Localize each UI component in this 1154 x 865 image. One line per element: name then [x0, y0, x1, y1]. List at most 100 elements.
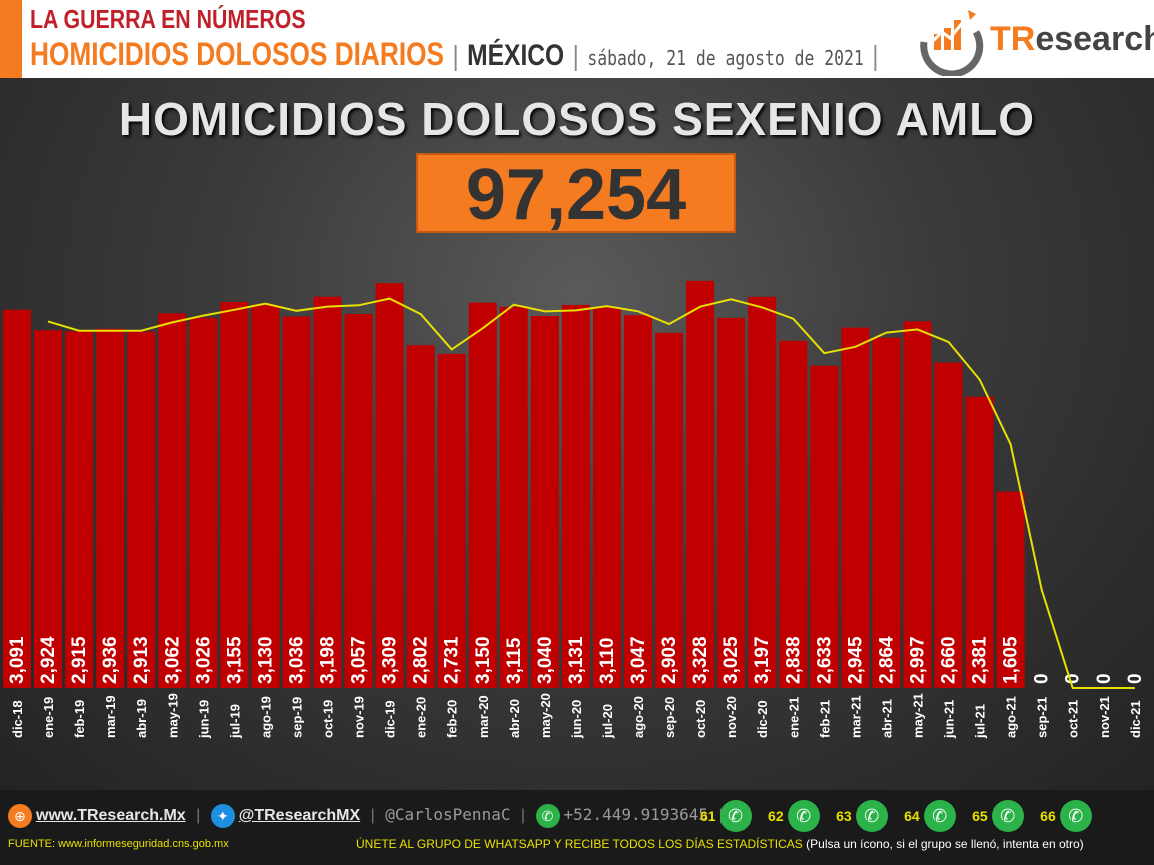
whatsapp-group-66[interactable]: 66 ✆: [1040, 800, 1092, 832]
category-label-ene-21: ene-21: [786, 697, 801, 738]
whatsapp-cta: ÚNETE AL GRUPO DE WHATSAPP Y RECIBE TODO…: [356, 837, 1084, 851]
website-link[interactable]: www.TResearch.Mx: [36, 807, 186, 825]
whatsapp-group-63[interactable]: 63 ✆: [836, 800, 888, 832]
bar-jun-19: [189, 317, 218, 688]
whatsapp-group-62[interactable]: 62 ✆: [768, 800, 820, 832]
value-label-oct-20: 3,328: [690, 636, 711, 684]
category-label-sep-21: sep-21: [1035, 697, 1050, 738]
bar-ago-19: [251, 305, 280, 688]
value-label-nov-19: 3,057: [349, 636, 370, 684]
value-label-oct-19: 3,198: [318, 636, 339, 684]
value-label-abr-21: 2,864: [876, 636, 897, 684]
header-date: sábado, 21 de agosto de 2021: [587, 46, 864, 70]
total-value: 97,254: [465, 155, 687, 235]
category-label-ene-19: ene-19: [41, 697, 56, 738]
whatsapp-group-61[interactable]: 61 ✆: [700, 800, 752, 832]
bar-ago-20: [624, 315, 652, 688]
chart-title: HOMICIDIOS DOLOSOS SEXENIO AMLO: [118, 93, 1036, 145]
header-subtitle-row: HOMICIDIOS DOLOSOS DIARIOS | MÉXICO | sá…: [30, 36, 883, 73]
whatsapp-icon: ✆: [535, 804, 560, 828]
category-label-dic-18: dic-18: [10, 700, 25, 738]
category-label-mar-20: mar-20: [476, 695, 491, 738]
bar-feb-19: [65, 331, 94, 688]
twitter-link[interactable]: @TResearchMX: [238, 807, 361, 825]
handle2: @CarlosPennaC: [385, 805, 511, 825]
trend-line: [47, 297, 1135, 689]
category-label-jun-19: jun-19: [196, 700, 211, 739]
bar-jun-20: [561, 304, 590, 688]
value-label-feb-19: 2,915: [69, 636, 90, 684]
bar-dic-18: [3, 309, 31, 688]
category-label-abr-20: abr-20: [507, 699, 522, 738]
value-label-jul-19: 3,155: [224, 636, 245, 684]
whatsapp-group-64[interactable]: 64 ✆: [904, 800, 956, 832]
category-label-ago-21: ago-21: [1004, 696, 1019, 738]
bar-oct-19: [313, 296, 342, 688]
category-label-mar-19: mar-19: [103, 695, 118, 738]
value-label-nov-20: 3,025: [721, 636, 742, 684]
footer-links: ⊕ www.TResearch.Mx | ✦ @TResearchMX | @Car…: [8, 804, 729, 828]
bar-chart: 3,091 dic-18 2,924 ene-19 2,915 feb-19 2,936 ma…: [3, 280, 1146, 739]
accent-bar: [0, 0, 22, 78]
value-label-ene-19: 2,924: [38, 636, 59, 684]
bar-dic-20: [748, 296, 777, 688]
category-label-nov-21: nov-21: [1097, 696, 1112, 738]
value-label-oct-21: 0: [1063, 673, 1084, 684]
whatsapp-group-65[interactable]: 65 ✆: [972, 800, 1024, 832]
value-label-dic-20: 3,197: [752, 636, 773, 684]
whatsapp-icon: ✆: [1059, 800, 1092, 832]
separator: |: [572, 40, 579, 71]
value-label-ago-19: 3,130: [255, 636, 276, 684]
value-label-dic-21: 0: [1125, 673, 1146, 684]
value-label-feb-20: 2,731: [442, 636, 463, 684]
bar-feb-21: [810, 365, 839, 688]
bar-sep-19: [282, 316, 311, 688]
category-label-sep-19: sep-19: [289, 697, 304, 738]
value-label-dic-18: 3,091: [7, 636, 28, 684]
category-label-sep-20: sep-20: [662, 697, 677, 738]
category-label-jun-21: jun-21: [942, 700, 957, 739]
value-label-sep-20: 2,903: [659, 636, 680, 684]
whatsapp-icon: ✆: [991, 800, 1024, 832]
category-label-ene-20: ene-20: [414, 697, 429, 738]
bar-nov-20: [717, 317, 746, 688]
logo-chart-icon: [920, 10, 984, 78]
bar-ago-21: [996, 491, 1025, 688]
bar-jun-21: [934, 362, 963, 688]
category-label-may-19: may-19: [165, 693, 180, 738]
value-label-may-19: 3,062: [162, 636, 183, 684]
bar-may-21: [903, 321, 932, 688]
separator: |: [452, 40, 459, 71]
value-label-jun-20: 3,131: [566, 636, 587, 684]
value-label-ago-21: 1,605: [1001, 636, 1022, 684]
separator: |: [872, 40, 879, 71]
category-label-jul-20: jul-20: [600, 704, 615, 739]
category-label-jul-19: jul-19: [227, 704, 242, 739]
bar-may-19: [158, 313, 187, 688]
whatsapp-icon: ✆: [787, 800, 820, 832]
bar-jul-20: [593, 307, 621, 688]
category-label-mar-21: mar-21: [848, 695, 863, 738]
tresearch-logo[interactable]: TResearch: [916, 2, 1154, 78]
category-label-oct-21: oct-21: [1066, 700, 1081, 738]
value-label-mar-19: 2,936: [100, 636, 121, 684]
value-label-dic-19: 3,309: [380, 636, 401, 684]
category-label-jun-20: jun-20: [569, 700, 584, 739]
category-label-may-21: may-21: [911, 693, 926, 738]
value-label-jul-21: 2,381: [970, 636, 991, 684]
value-label-may-20: 3,040: [535, 636, 556, 684]
bar-abr-19: [127, 331, 156, 688]
twitter-icon: ✦: [210, 804, 235, 828]
bar-mar-21: [841, 327, 870, 688]
category-label-feb-20: feb-20: [445, 700, 460, 738]
value-label-jul-20: 3,110: [597, 638, 618, 685]
value-label-sep-19: 3,036: [286, 636, 307, 684]
globe-icon: ⊕: [8, 804, 32, 828]
category-label-nov-20: nov-20: [724, 696, 739, 738]
bar-sep-20: [655, 332, 684, 688]
bar-dic-19: [375, 283, 404, 688]
bar-feb-20: [437, 353, 466, 688]
bar-abr-21: [872, 337, 901, 688]
category-label-jul-21: jul-21: [973, 704, 988, 739]
category-label-abr-19: abr-19: [134, 699, 149, 738]
